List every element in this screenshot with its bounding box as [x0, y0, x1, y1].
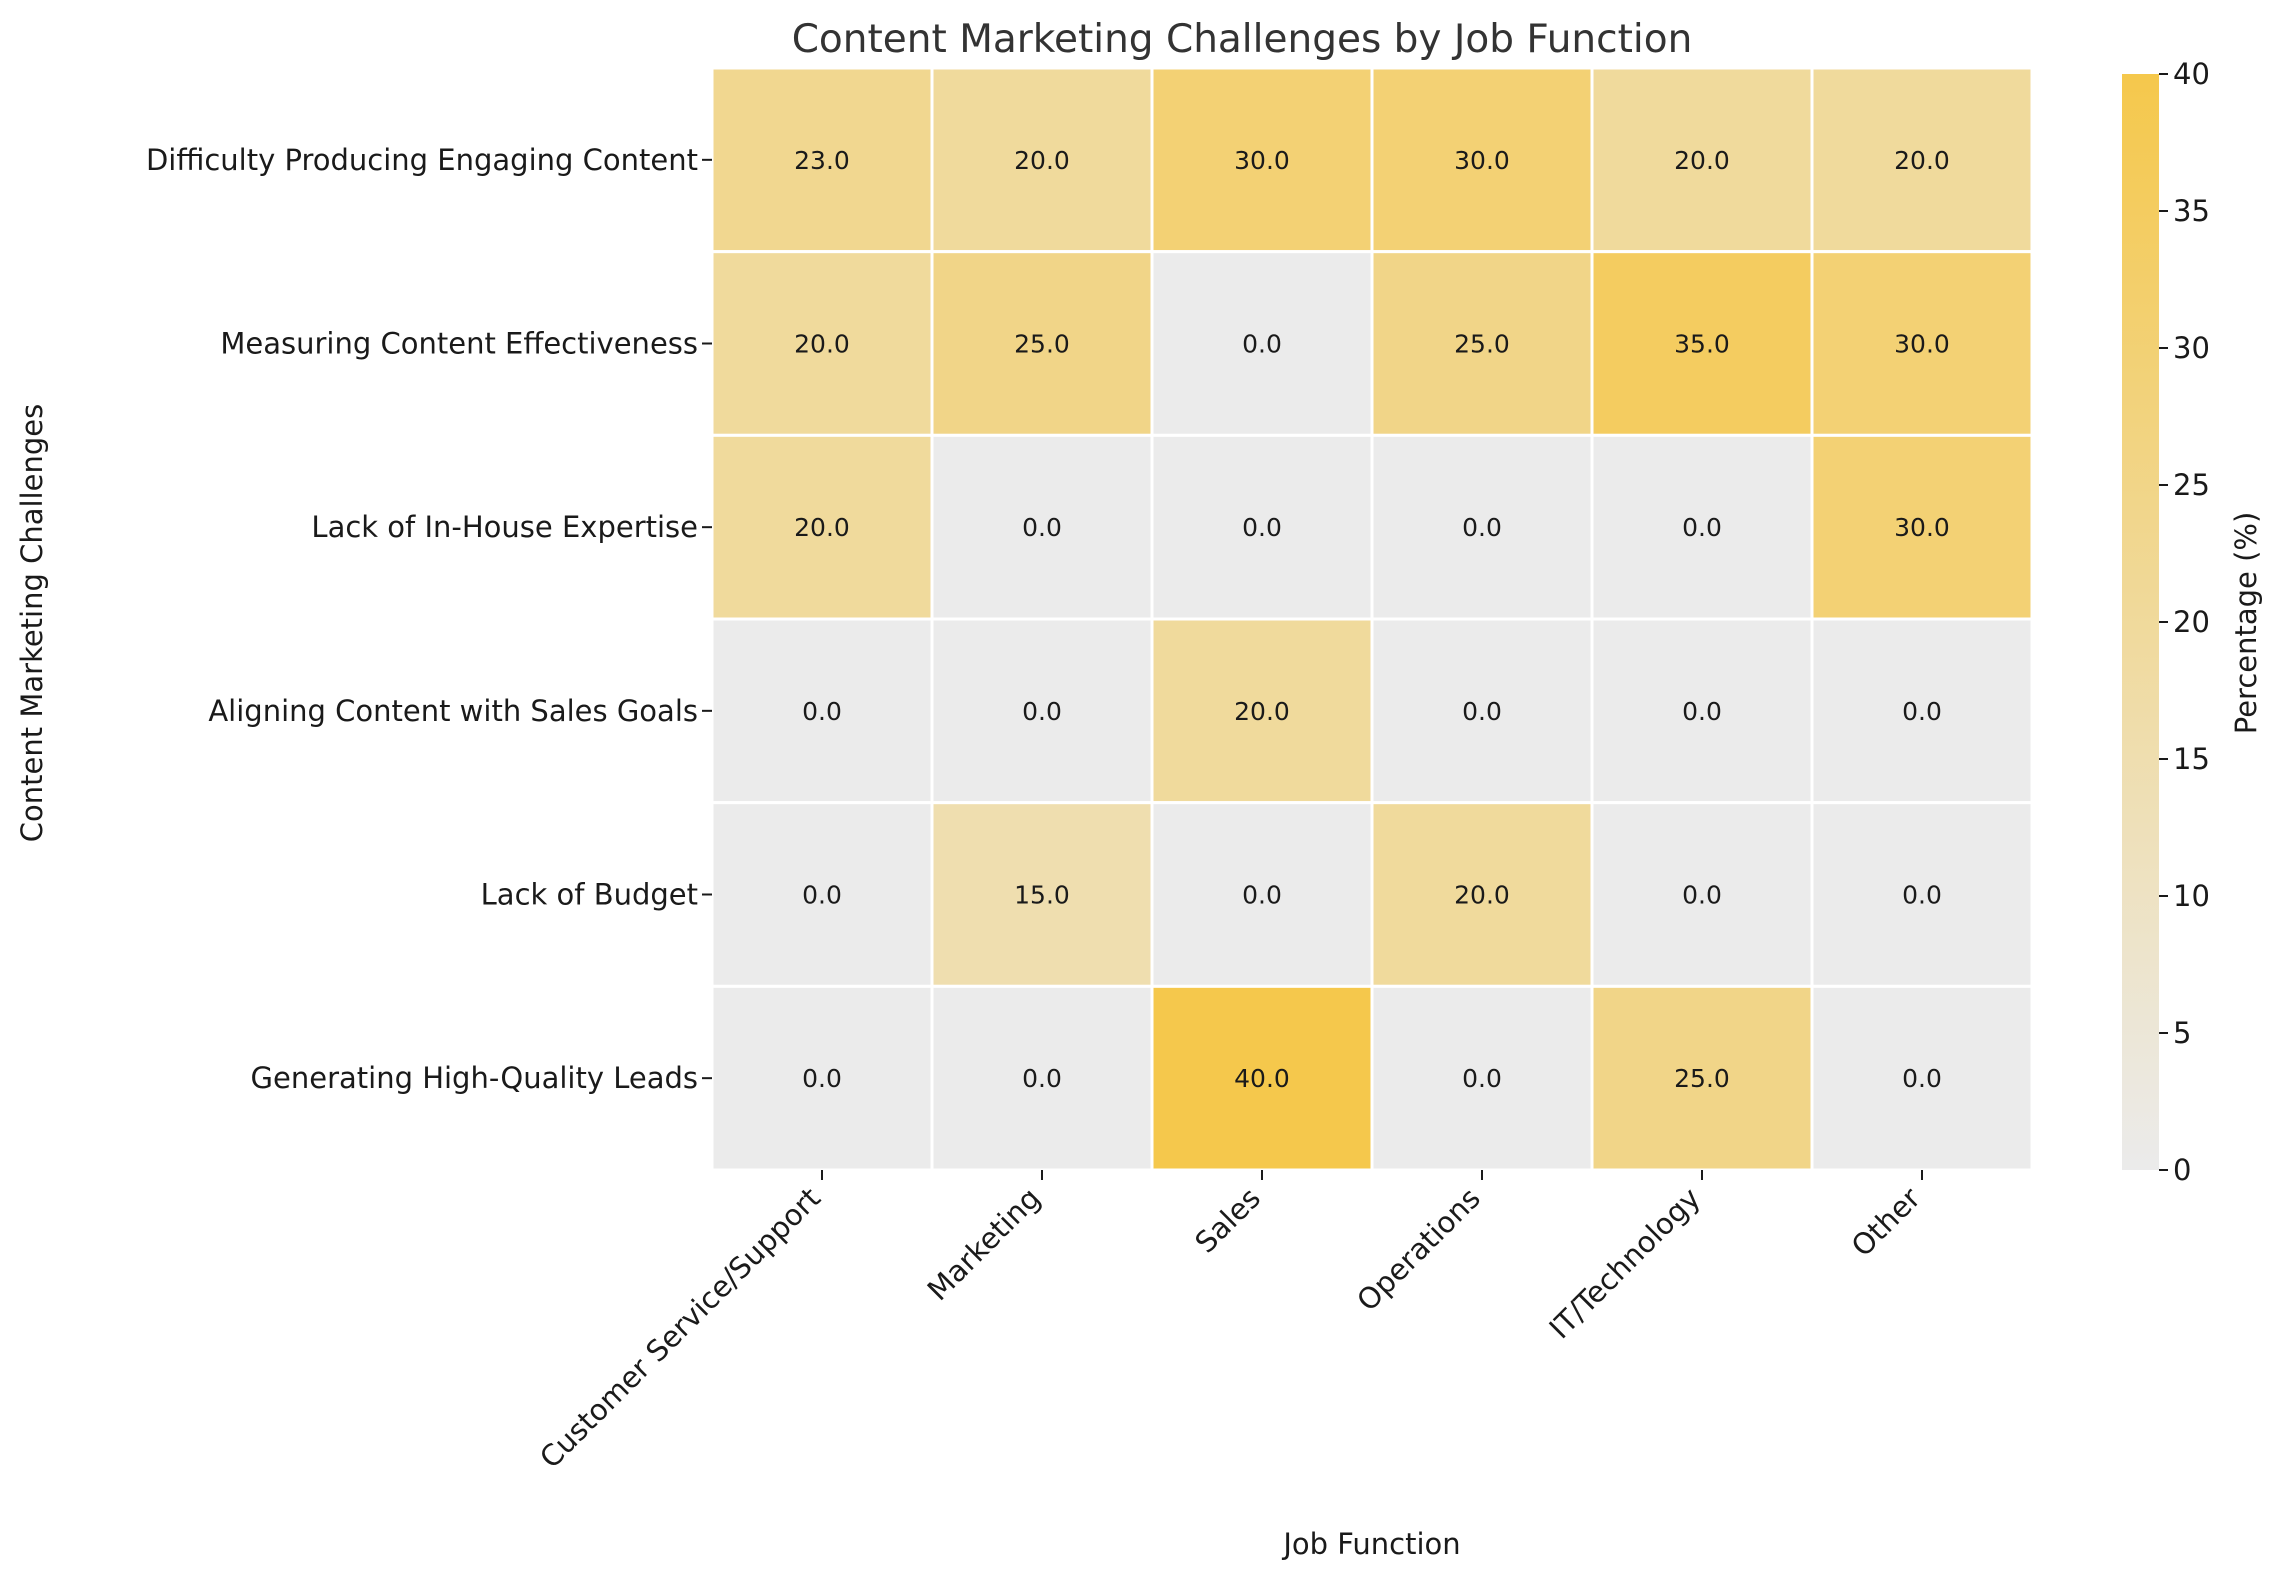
cell-value-label: 25.0	[1454, 330, 1510, 359]
heatmap-cell	[710, 617, 934, 805]
heatmap-cell	[1810, 984, 2034, 1172]
cell-value-label: 0.0	[802, 881, 842, 910]
heatmap-cell	[710, 801, 934, 988]
cell-value-label: 35.0	[1674, 330, 1730, 359]
y-tick-label: Measuring Content Effectiveness	[220, 327, 698, 361]
y-tick-label: Aligning Content with Sales Goals	[208, 694, 698, 728]
colorbar-tick-label: 15	[2173, 742, 2210, 776]
cell-value-label: 0.0	[802, 697, 842, 726]
colorbar-tick-label: 5	[2173, 1016, 2191, 1050]
heatmap-cell	[1370, 250, 1594, 437]
heatmap-cell	[1590, 433, 1814, 621]
heatmap-cell	[930, 433, 1154, 621]
heatmap-cell	[1810, 433, 2034, 621]
cell-value-label: 20.0	[794, 513, 850, 542]
heatmap-cell	[1810, 66, 2034, 254]
cell-value-label: 0.0	[1242, 881, 1282, 910]
cell-value-label: 20.0	[1234, 697, 1290, 726]
cell-value-label: 20.0	[1014, 146, 1070, 175]
cell-value-label: 30.0	[1894, 513, 1950, 542]
x-tick-label: Customer Service/Support	[533, 1181, 827, 1475]
colorbar-tick-label: 0	[2173, 1153, 2191, 1187]
colorbar-ticks: 0 5 10 15 20 25 30 35 40	[2159, 57, 2210, 1187]
heatmap-cells: 23.0 20.0 30.0 30.0 20.0 20.0 20.0 25.0 0.0 25.0 3…	[710, 66, 2034, 1172]
cell-value-label: 0.0	[1902, 881, 1942, 910]
colorbar-tick-label: 35	[2173, 194, 2210, 228]
heatmap-cell	[1810, 250, 2034, 437]
cell-value-label: 30.0	[1454, 146, 1510, 175]
x-tick-label: Other	[1845, 1181, 1927, 1263]
colorbar-tick-label: 10	[2173, 879, 2210, 913]
y-tick-label: Generating High-Quality Leads	[251, 1061, 698, 1095]
cell-value-label: 0.0	[1462, 513, 1502, 542]
y-tick-label: Lack of In-House Expertise	[311, 510, 698, 544]
y-axis-title: Content Marketing Challenges	[15, 404, 49, 842]
x-axis-title: Job Function	[1281, 1527, 1460, 1561]
colorbar-label: Percentage (%)	[2229, 512, 2263, 735]
cell-value-label: 30.0	[1894, 330, 1950, 359]
cell-value-label: 0.0	[1022, 1064, 1062, 1093]
y-tick-label: Lack of Budget	[481, 878, 698, 912]
cell-value-label: 0.0	[1242, 330, 1282, 359]
heatmap-cell	[710, 66, 934, 254]
cell-value-label: 0.0	[1242, 513, 1282, 542]
cell-value-label: 23.0	[794, 146, 850, 175]
cell-value-label: 15.0	[1014, 881, 1070, 910]
cell-value-label: 0.0	[1902, 697, 1942, 726]
cell-value-label: 20.0	[1454, 881, 1510, 910]
heatmap-cell	[1370, 617, 1594, 805]
x-tick-labels: Customer Service/Support Marketing Sales Op…	[533, 1170, 1927, 1475]
colorbar-tick-label: 25	[2173, 468, 2210, 502]
colorbar-tick-label: 40	[2173, 57, 2210, 91]
heatmap-cell	[1370, 66, 1594, 254]
x-tick-label: Sales	[1188, 1181, 1267, 1260]
heatmap-cell	[930, 617, 1154, 805]
y-tick-labels: Difficulty Producing Engaging Content Mea…	[146, 143, 712, 1095]
colorbar-tick-label: 20	[2173, 605, 2210, 639]
chart-title: Content Marketing Challenges by Job Func…	[792, 17, 1693, 62]
cell-value-label: 25.0	[1674, 1064, 1730, 1093]
cell-value-label: 20.0	[794, 330, 850, 359]
y-tick-label: Difficulty Producing Engaging Content	[146, 143, 698, 177]
cell-value-label: 0.0	[1682, 881, 1722, 910]
cell-value-label: 0.0	[1902, 1064, 1942, 1093]
cell-value-label: 0.0	[1022, 513, 1062, 542]
heatmap-cell	[930, 250, 1154, 437]
heatmap-cell	[1370, 801, 1594, 988]
heatmap-cell	[1810, 617, 2034, 805]
x-tick-label: Marketing	[921, 1181, 1047, 1307]
heatmap-cell	[1150, 617, 1374, 805]
heatmap-cell	[1370, 433, 1594, 621]
heatmap-cell	[1810, 801, 2034, 988]
heatmap-cell	[1150, 801, 1374, 988]
x-tick-label: Operations	[1350, 1181, 1487, 1318]
cell-value-label: 20.0	[1894, 146, 1950, 175]
cell-value-label: 0.0	[1462, 697, 1502, 726]
x-tick-label: IT/Technology	[1543, 1181, 1707, 1345]
cell-value-label: 0.0	[1682, 697, 1722, 726]
cell-value-label: 40.0	[1234, 1064, 1290, 1093]
cell-value-label: 0.0	[1462, 1064, 1502, 1093]
colorbar	[2122, 74, 2159, 1170]
heatmap-cell	[1590, 801, 1814, 988]
heatmap-cell	[710, 984, 934, 1172]
colorbar-tick-label: 30	[2173, 331, 2210, 365]
cell-value-label: 30.0	[1234, 146, 1290, 175]
cell-value-label: 25.0	[1014, 330, 1070, 359]
cell-value-label: 0.0	[802, 1064, 842, 1093]
cell-value-label: 20.0	[1674, 146, 1730, 175]
heatmap-cell	[930, 66, 1154, 254]
cell-value-label: 0.0	[1022, 697, 1062, 726]
cell-value-label: 0.0	[1682, 513, 1722, 542]
heatmap-cell	[1150, 66, 1374, 254]
heatmap-cell	[1590, 617, 1814, 805]
